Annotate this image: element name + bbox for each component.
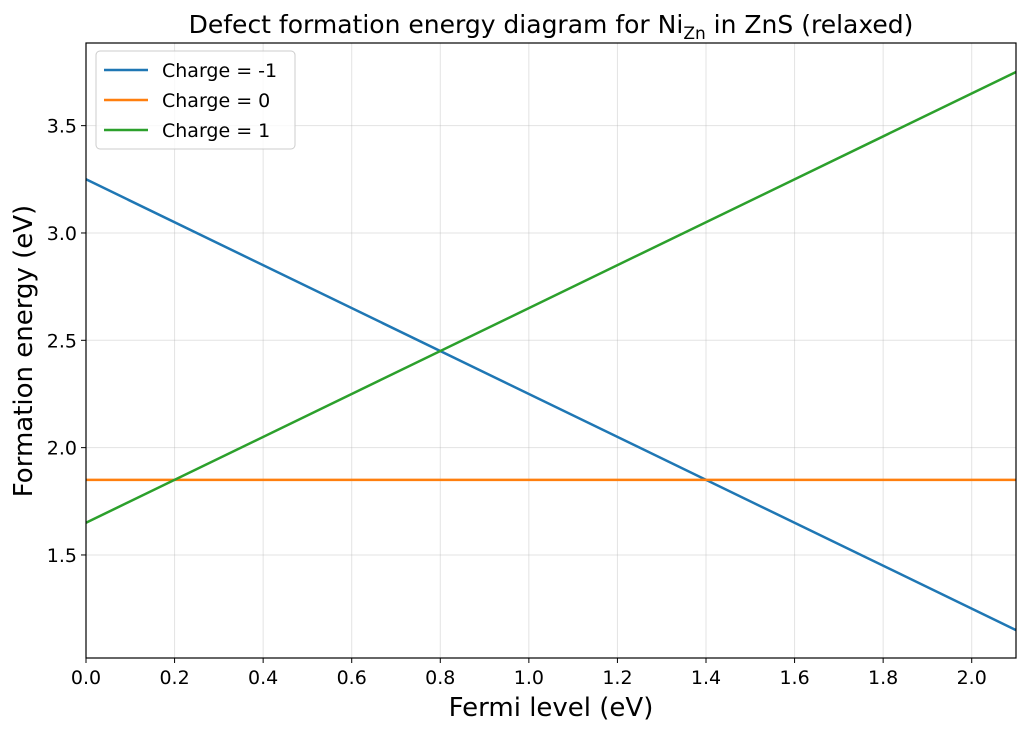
- y-axis: 1.5 2.0 2.5 3.0 3.5: [47, 116, 86, 567]
- y-tick-label: 3.5: [47, 116, 77, 138]
- plot-frame: [85, 42, 1017, 659]
- series-line-2: [85, 70, 1017, 524]
- x-axis-label: Fermi level (eV): [449, 693, 654, 723]
- x-tick-label: 0.4: [248, 667, 278, 689]
- x-tick-label: 0.2: [159, 667, 189, 689]
- legend-label-2: Charge = 1: [162, 120, 270, 142]
- chart-title: Defect formation energy diagram for NiZn…: [189, 10, 914, 44]
- legend-box: [95, 50, 296, 150]
- series-line-0: [85, 178, 1017, 632]
- legend-label-1: Charge = 0: [162, 90, 270, 112]
- x-tick-label: 1.8: [868, 667, 898, 689]
- legend: Charge = -1 Charge = 0 Charge = 1: [95, 50, 296, 150]
- x-tick-label: 1.2: [602, 667, 632, 689]
- plot-area: [85, 70, 1017, 632]
- y-tick-label: 3.0: [47, 223, 77, 245]
- x-tick-label: 1.0: [514, 667, 544, 689]
- x-tick-label: 1.6: [779, 667, 809, 689]
- x-tick-label: 0.8: [425, 667, 455, 689]
- legend-label-0: Charge = -1: [162, 60, 277, 82]
- x-tick-label: 1.4: [691, 667, 721, 689]
- x-tick-label: 0.6: [337, 667, 367, 689]
- x-tick-label: 2.0: [957, 667, 987, 689]
- x-tick-label: 0.0: [71, 667, 101, 689]
- x-axis: 0.0 0.2 0.4 0.6 0.8 1.0 1.2 1.4 1.6 1.8 2.0: [71, 658, 987, 689]
- y-tick-label: 2.5: [47, 330, 77, 352]
- y-axis-label: Formation energy (eV): [9, 205, 39, 497]
- y-tick-label: 1.5: [47, 545, 77, 567]
- y-tick-label: 2.0: [47, 438, 77, 460]
